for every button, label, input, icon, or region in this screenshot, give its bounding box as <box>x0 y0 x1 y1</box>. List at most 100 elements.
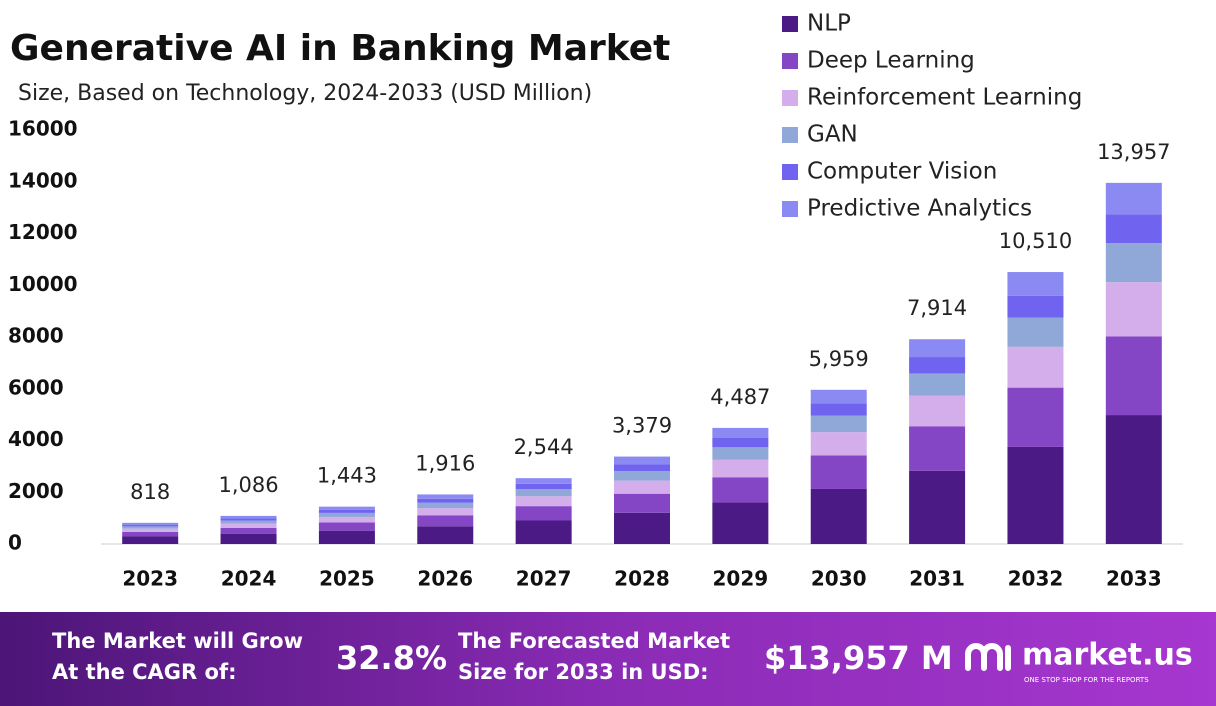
bar-segment <box>122 528 179 532</box>
chart-title: Generative AI in Banking Market <box>10 28 670 69</box>
bar-segment <box>122 522 179 525</box>
bar-segment <box>810 455 867 489</box>
bar-segment <box>220 533 277 544</box>
x-tick-label: 2027 <box>516 567 572 591</box>
bar-segment <box>122 526 179 529</box>
bar-segment <box>122 536 179 544</box>
bar-segment <box>909 470 966 544</box>
footer-banner <box>0 612 1216 706</box>
bar-segment <box>810 488 867 544</box>
forecast-text: The Forecasted Market Size for 2033 in U… <box>458 629 731 684</box>
bar-segment <box>712 447 769 460</box>
bar-segment <box>712 437 769 448</box>
total-label: 4,487 <box>710 385 770 409</box>
bar-segment <box>614 456 670 465</box>
bar-segment <box>1105 336 1162 416</box>
total-label: 1,086 <box>218 473 278 497</box>
brand: market.us <box>1022 638 1193 673</box>
bar-segment <box>1007 295 1064 318</box>
bar-segment <box>810 415 867 433</box>
x-tick-label: 2031 <box>909 567 965 591</box>
forecast-text-box: The Forecasted Market Size for 2033 in U… <box>458 629 731 684</box>
chart-subtitle: Size, Based on Technology, 2024-2033 (US… <box>18 81 592 106</box>
bar-segment <box>614 493 670 513</box>
bar-segment <box>909 339 966 358</box>
y-tick-label: 12000 <box>8 220 78 244</box>
bar-segment <box>712 477 769 503</box>
total-label: 5,959 <box>809 347 869 371</box>
legend-label: Computer Vision <box>807 159 997 185</box>
bar-segment <box>1105 214 1162 244</box>
bar-segment <box>220 523 277 528</box>
y-tick-label: 4000 <box>8 427 64 451</box>
bar-segment <box>417 515 474 527</box>
bar-segment <box>515 489 572 497</box>
bar-segment <box>909 357 966 374</box>
bar-segment <box>220 515 277 519</box>
bar-segment <box>1007 346 1064 388</box>
bar-segment <box>220 518 277 521</box>
legend-label: GAN <box>807 122 858 148</box>
bar-segment <box>614 471 670 481</box>
cagr-value: 32.8% <box>336 639 447 677</box>
total-label: 3,379 <box>612 414 672 438</box>
cagr-text-box: The Market will Grow At the CAGR of: <box>52 629 303 684</box>
bar-segment <box>318 506 375 510</box>
bar-segment <box>417 526 474 544</box>
legend-label: NLP <box>807 11 851 37</box>
legend-label: Deep Learning <box>807 48 975 74</box>
bar-segment <box>318 530 375 544</box>
bar-segment <box>1007 387 1064 447</box>
bar-segment <box>1007 317 1064 347</box>
bar-segment <box>1105 243 1162 283</box>
total-label: 1,443 <box>317 464 377 488</box>
y-tick-label: 10000 <box>8 272 78 296</box>
legend-swatch <box>782 127 798 143</box>
bar-segment <box>318 512 375 517</box>
x-tick-label: 2026 <box>417 567 473 591</box>
bar-segment <box>810 432 867 456</box>
bar-segment <box>515 520 572 544</box>
bar-segment <box>712 459 769 478</box>
bar-segment <box>712 427 769 438</box>
x-tick-label: 2029 <box>713 567 769 591</box>
bar-segment <box>417 498 474 503</box>
bar-segment <box>417 508 474 516</box>
x-tick-label: 2028 <box>614 567 670 591</box>
y-tick-label: 14000 <box>8 168 78 192</box>
total-label: 10,510 <box>999 229 1072 253</box>
tagline: ONE STOP SHOP FOR THE REPORTS <box>1024 676 1149 684</box>
x-tick-label: 2032 <box>1008 567 1064 591</box>
bar-segment <box>614 480 670 494</box>
legend-label: Reinforcement Learning <box>807 85 1082 111</box>
bar-segment <box>1007 446 1064 544</box>
bar-segment <box>1007 272 1064 296</box>
legend-swatch <box>782 16 798 32</box>
bar-segment <box>515 478 572 484</box>
bar-segment <box>122 531 179 537</box>
total-label: 13,957 <box>1097 140 1170 164</box>
bar-segment <box>318 522 375 531</box>
bar-segment <box>515 496 572 507</box>
bar-segment <box>810 403 867 416</box>
x-tick-label: 2023 <box>122 567 178 591</box>
bar-segment <box>515 483 572 490</box>
bar-segment <box>220 520 277 524</box>
bar-segment <box>712 502 769 544</box>
bar-segment <box>909 373 966 396</box>
y-tick-label: 8000 <box>8 324 64 348</box>
y-tick-label: 0 <box>8 531 22 555</box>
bar-segment <box>614 464 670 472</box>
x-tick-label: 2030 <box>811 567 867 591</box>
x-tick-label: 2025 <box>319 567 375 591</box>
bar-segment <box>318 516 375 523</box>
y-tick-label: 6000 <box>8 375 64 399</box>
bar-segment <box>515 506 572 521</box>
y-tick-label: 16000 <box>8 117 78 141</box>
legend-swatch <box>782 164 798 180</box>
total-label: 818 <box>130 480 170 504</box>
total-label: 2,544 <box>514 435 574 459</box>
legend-swatch <box>782 53 798 69</box>
bar-segment <box>1105 182 1162 215</box>
